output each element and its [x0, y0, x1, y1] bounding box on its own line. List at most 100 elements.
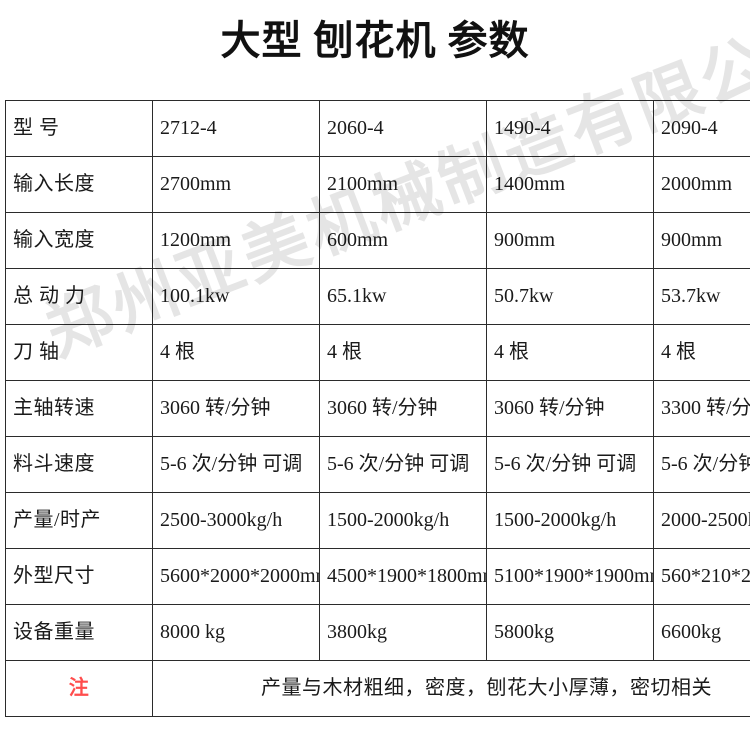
table-row: 设备重量 8000 kg 3800kg 5800kg 6600kg — [5, 604, 750, 661]
table-row: 型 号 2712-4 2060-4 1490-4 2090-4 — [5, 100, 750, 157]
cell-input-length-col2: 2100mm — [319, 156, 487, 213]
cell-weight-col2: 3800kg — [319, 604, 487, 661]
cell-text: 8000 kg — [160, 621, 225, 643]
cell-output-col3: 1500-2000kg/h — [486, 492, 654, 549]
cell-text: 4 根 — [327, 341, 362, 363]
cell-input-width-col1: 1200mm — [152, 212, 320, 269]
cell-text: 1500-2000kg/h — [327, 509, 450, 531]
cell-text: 4 根 — [160, 341, 195, 363]
cell-cutter-shaft-col3: 4 根 — [486, 324, 654, 381]
cell-text: 刀 轴 — [13, 341, 60, 363]
cell-dimensions-col2: 4500*1900*1800mm — [319, 548, 487, 605]
cell-input-length-col3: 1400mm — [486, 156, 654, 213]
cell-model-col2: 2060-4 — [319, 100, 487, 157]
table-row: 主轴转速 3060 转/分钟 3060 转/分钟 3060 转/分钟 3300 … — [5, 380, 750, 437]
cell-text: 5600*2000*2000mm — [160, 565, 320, 587]
row-label-cutter-shaft: 刀 轴 — [5, 324, 153, 381]
cell-cutter-shaft-col2: 4 根 — [319, 324, 487, 381]
cell-weight-col4: 6600kg — [653, 604, 750, 661]
cell-text: 3060 转/分钟 — [327, 397, 438, 419]
cell-spindle-speed-col4: 3300 转/分钟 — [653, 380, 750, 437]
cell-cutter-shaft-col1: 4 根 — [152, 324, 320, 381]
cell-spindle-speed-col2: 3060 转/分钟 — [319, 380, 487, 437]
cell-text: 2060-4 — [327, 117, 384, 139]
cell-text: 560*210*220cm — [661, 565, 750, 587]
cell-text: 5800kg — [494, 621, 554, 643]
cell-text: 3300 转/分钟 — [661, 397, 750, 419]
cell-weight-col3: 5800kg — [486, 604, 654, 661]
cell-text: 900mm — [494, 229, 556, 251]
row-label-input-width: 输入宽度 — [5, 212, 153, 269]
cell-text: 3060 转/分钟 — [494, 397, 605, 419]
table-row: 料斗速度 5-6 次/分钟 可调 5-6 次/分钟 可调 5-6 次/分钟 可调… — [5, 436, 750, 493]
row-label-hopper-speed: 料斗速度 — [5, 436, 153, 493]
row-label-output: 产量/时产 — [5, 492, 153, 549]
cell-input-length-col1: 2700mm — [152, 156, 320, 213]
cell-model-col1: 2712-4 — [152, 100, 320, 157]
row-label-spindle-speed: 主轴转速 — [5, 380, 153, 437]
cell-text: 产量与木材粗细，密度，刨花大小厚薄，密切相关 — [261, 677, 712, 699]
cell-cutter-shaft-col4: 4 根 — [653, 324, 750, 381]
cell-text: 4 根 — [494, 341, 529, 363]
cell-text: 注 — [68, 677, 90, 699]
table-row: 总 动 力 100.1kw 65.1kw 50.7kw 53.7kw — [5, 268, 750, 325]
cell-model-col3: 1490-4 — [486, 100, 654, 157]
cell-text: 4 根 — [661, 341, 696, 363]
note-label: 注 — [5, 660, 153, 717]
cell-text: 1400mm — [494, 173, 566, 195]
cell-hopper-speed-col2: 5-6 次/分钟 可调 — [319, 436, 487, 493]
cell-dimensions-col4: 560*210*220cm — [653, 548, 750, 605]
cell-text: 2000-2500kg/h — [661, 509, 750, 531]
cell-text: 产量/时产 — [13, 509, 102, 531]
row-label-input-length: 输入长度 — [5, 156, 153, 213]
cell-weight-col1: 8000 kg — [152, 604, 320, 661]
cell-spindle-speed-col3: 3060 转/分钟 — [486, 380, 654, 437]
table-row: 产量/时产 2500-3000kg/h 1500-2000kg/h 1500-2… — [5, 492, 750, 549]
cell-output-col2: 1500-2000kg/h — [319, 492, 487, 549]
cell-text: 5-6 次/分钟 可调 — [327, 453, 470, 475]
cell-output-col4: 2000-2500kg/h — [653, 492, 750, 549]
cell-text: 1490-4 — [494, 117, 551, 139]
cell-text: 料斗速度 — [13, 453, 95, 475]
cell-text: 6600kg — [661, 621, 721, 643]
cell-text: 外型尺寸 — [13, 565, 95, 587]
cell-input-width-col4: 900mm — [653, 212, 750, 269]
cell-text: 5-6 次/分钟 可调 — [160, 453, 303, 475]
cell-text: 输入长度 — [13, 173, 95, 195]
cell-text: 型 号 — [13, 117, 60, 139]
cell-spindle-speed-col1: 3060 转/分钟 — [152, 380, 320, 437]
cell-text: 2100mm — [327, 173, 399, 195]
cell-text: 2000mm — [661, 173, 733, 195]
cell-total-power-col4: 53.7kw — [653, 268, 750, 325]
row-label-model: 型 号 — [5, 100, 153, 157]
row-label-dimensions: 外型尺寸 — [5, 548, 153, 605]
table-row: 刀 轴 4 根 4 根 4 根 4 根 — [5, 324, 750, 381]
table-row-note: 注 产量与木材粗细，密度，刨花大小厚薄，密切相关 — [5, 660, 750, 717]
cell-text: 2090-4 — [661, 117, 718, 139]
cell-text: 2712-4 — [160, 117, 217, 139]
cell-text: 1500-2000kg/h — [494, 509, 617, 531]
cell-text: 3800kg — [327, 621, 387, 643]
cell-text: 5100*1900*1900mm — [494, 565, 654, 587]
cell-text: 设备重量 — [13, 621, 95, 643]
cell-total-power-col1: 100.1kw — [152, 268, 320, 325]
cell-total-power-col2: 65.1kw — [319, 268, 487, 325]
note-text: 产量与木材粗细，密度，刨花大小厚薄，密切相关 — [152, 660, 750, 717]
page-title: 大型 刨花机 参数 — [220, 18, 530, 63]
table-body: 型 号 2712-4 2060-4 1490-4 2090-4 输入长度 270… — [5, 100, 750, 717]
table-row: 输入宽度 1200mm 600mm 900mm 900mm — [5, 212, 750, 269]
cell-text: 100.1kw — [160, 285, 230, 307]
row-label-weight: 设备重量 — [5, 604, 153, 661]
row-label-total-power: 总 动 力 — [5, 268, 153, 325]
cell-text: 主轴转速 — [13, 397, 95, 419]
cell-text: 总 动 力 — [13, 285, 86, 307]
cell-hopper-speed-col4: 5-6 次/分钟 可调 — [653, 436, 750, 493]
cell-text: 2700mm — [160, 173, 232, 195]
cell-hopper-speed-col1: 5-6 次/分钟 可调 — [152, 436, 320, 493]
cell-text: 2500-3000kg/h — [160, 509, 283, 531]
cell-hopper-speed-col3: 5-6 次/分钟 可调 — [486, 436, 654, 493]
specification-table: 型 号 2712-4 2060-4 1490-4 2090-4 输入长度 270… — [5, 100, 750, 717]
cell-text: 4500*1900*1800mm — [327, 565, 487, 587]
cell-text: 53.7kw — [661, 285, 721, 307]
cell-dimensions-col3: 5100*1900*1900mm — [486, 548, 654, 605]
